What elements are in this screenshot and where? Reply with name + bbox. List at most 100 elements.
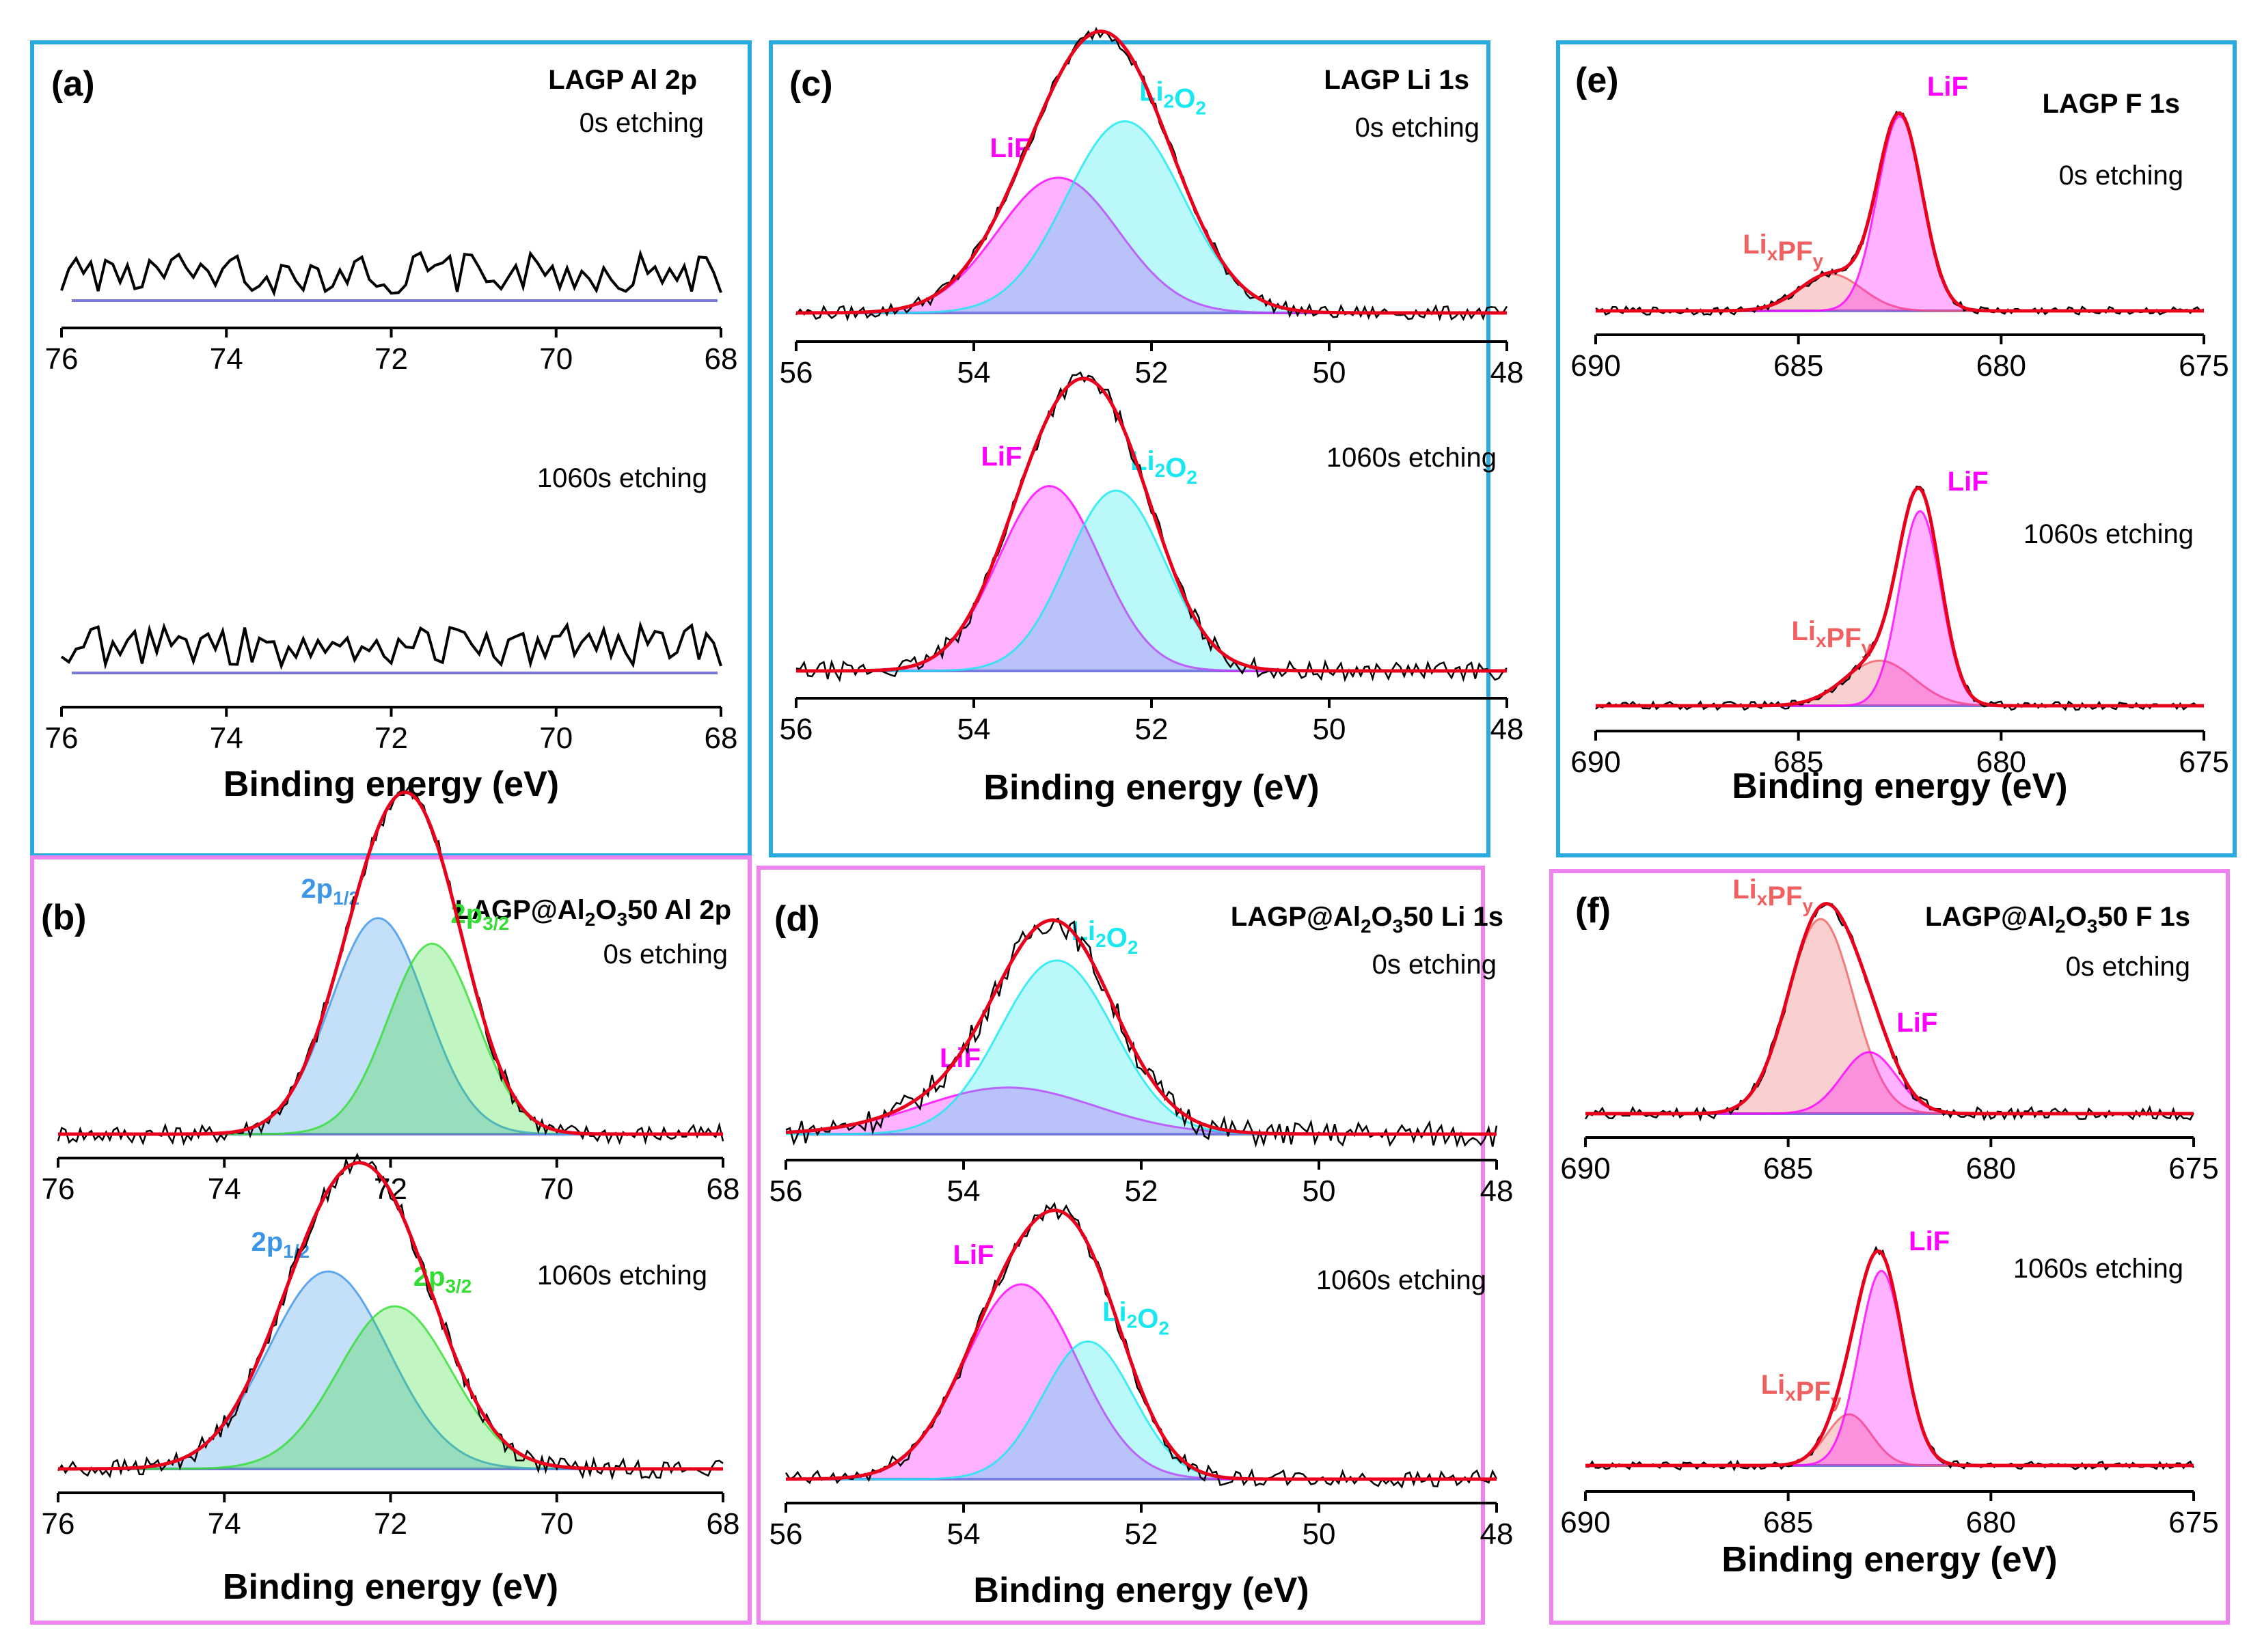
etching-label: 0s etching	[2059, 161, 2183, 191]
x-tick-label: 70	[540, 1172, 573, 1206]
x-tick-label: 56	[769, 1517, 803, 1551]
etching-label: 1060s etching	[537, 1261, 707, 1291]
x-tick-label: 74	[208, 1172, 241, 1206]
etching-label: 0s etching	[2066, 952, 2190, 982]
raw-spectrum	[57, 1152, 724, 1481]
x-tick-label: 675	[2179, 745, 2228, 779]
x-tick-label: 68	[707, 1507, 740, 1541]
etching-label: 0s etching	[1355, 113, 1480, 143]
peak-label-LiF: LiF	[953, 1240, 994, 1270]
peak-label-2p1/2: 2p1/2	[251, 1227, 310, 1262]
component-area-LiF	[1596, 116, 2204, 311]
panel-b: (b) LAGP@Al2O350 Al 2p 76 74 72 70 68 0s etchin…	[30, 785, 752, 1625]
x-tick-label: 74	[210, 721, 243, 755]
x-tick-label: 74	[208, 1507, 241, 1541]
x-tick-label: 675	[2168, 1152, 2218, 1185]
fit-envelope	[785, 1208, 1497, 1481]
x-tick-label: 54	[947, 1517, 981, 1551]
panel-label: (f)	[1575, 891, 1611, 931]
x-tick-label: 685	[1773, 349, 1823, 383]
x-axis-title: Binding energy (eV)	[983, 768, 1319, 808]
panel-title: LAGP@Al2O350 Li 1s	[1231, 902, 1503, 937]
component-area-LiF	[1596, 511, 2204, 706]
peak-label-LixPFy: LixPFy	[1761, 1370, 1842, 1412]
x-tick-label: 690	[1560, 1152, 1610, 1185]
component-area-2p1/2	[58, 1271, 723, 1469]
panel-f: (f) LAGP@Al2O350 F 1s 690 685 680 675 0s etchi…	[1549, 869, 2230, 1625]
fit-envelope	[796, 376, 1507, 673]
component-area-Li2O2	[796, 491, 1507, 671]
x-axis-title: Binding energy (eV)	[223, 1567, 558, 1607]
panel-label: (d)	[774, 899, 819, 939]
component-area-LiF	[796, 486, 1507, 671]
fit-envelope	[1585, 902, 2194, 1116]
panel-label: (e)	[1575, 61, 1619, 100]
component-area-LiF	[786, 1087, 1497, 1134]
raw-spectrum	[60, 249, 722, 297]
x-tick-label: 68	[707, 1172, 740, 1206]
etching-label: 0s etching	[580, 108, 704, 138]
component-area-2p1/2	[58, 918, 723, 1134]
peak-label-LiF: LiF	[1896, 1008, 1937, 1038]
x-tick-label: 54	[957, 713, 991, 746]
panel-frame	[757, 866, 1485, 1625]
peak-label-LiF: LiF	[1909, 1226, 1950, 1256]
x-tick-label: 56	[769, 1174, 803, 1208]
peak-label-LiF: LiF	[981, 441, 1022, 471]
x-tick-label: 56	[780, 356, 813, 389]
panel-title: LAGP@Al2O350 F 1s	[1925, 902, 2190, 937]
etching-label: 0s etching	[1372, 950, 1497, 980]
subplot-f-1: 690 685 680 675 1060s etching LixPFy LiF	[1560, 1226, 2218, 1539]
x-tick-label: 74	[210, 342, 243, 376]
subplot-e-0: 690 685 680 675 0s etching LixPFy LiF	[1570, 72, 2228, 383]
component-area-LixPFy	[1596, 661, 2204, 706]
x-tick-label: 680	[1966, 1506, 2016, 1539]
x-tick-label: 690	[1560, 1506, 1610, 1539]
x-tick-label: 48	[1480, 1517, 1514, 1551]
raw-spectrum	[60, 620, 722, 670]
panel-frame	[1549, 869, 2230, 1625]
x-tick-label: 54	[957, 356, 991, 389]
component-area-Li2O2	[796, 121, 1507, 313]
peak-label-LixPFy: LixPFy	[1791, 616, 1872, 658]
x-tick-label: 52	[1135, 713, 1169, 746]
x-tick-label: 48	[1480, 1174, 1514, 1208]
x-tick-label: 685	[1773, 745, 1823, 779]
panel-title: LAGP@Al2O350 Al 2p	[455, 895, 731, 930]
x-tick-label: 50	[1313, 713, 1346, 746]
x-tick-label: 52	[1125, 1517, 1158, 1551]
x-tick-label: 52	[1125, 1174, 1158, 1208]
panel-d: (d) LAGP@Al2O350 Li 1s 56 54 52 50 48 0s etchin…	[757, 866, 1514, 1625]
x-axis-title: Binding energy (eV)	[1721, 1540, 2057, 1580]
peak-label-LiF: LiF	[1927, 72, 1968, 102]
component-area-LiF	[796, 178, 1507, 313]
panel-frame	[30, 855, 752, 1625]
subplot-e-1: 690 685 680 675 1060s etching LixPFy LiF	[1570, 467, 2228, 779]
x-tick-label: 56	[780, 713, 813, 746]
x-tick-label: 76	[42, 1507, 75, 1541]
x-tick-label: 48	[1490, 713, 1524, 746]
x-axis-title: Binding energy (eV)	[973, 1571, 1309, 1610]
panel-label: (c)	[789, 64, 833, 104]
subplot-a-0: 76 74 72 70 68 0s etching	[45, 108, 738, 376]
peak-label-LiF: LiF	[940, 1043, 981, 1073]
peak-label-LixPFy: LixPFy	[1743, 230, 1823, 271]
panel-title: LAGP Al 2p	[548, 65, 697, 95]
x-tick-label: 690	[1570, 745, 1620, 779]
panel-frame	[769, 40, 1490, 857]
x-axis-title: Binding energy (eV)	[1732, 767, 2067, 806]
x-tick-label: 76	[45, 342, 79, 376]
component-area-2p3/2	[58, 1306, 723, 1469]
x-tick-label: 48	[1490, 356, 1524, 389]
panel-label: (b)	[41, 898, 86, 937]
raw-spectrum	[795, 371, 1508, 683]
component-area-LiF	[1585, 1271, 2194, 1465]
panel-title: LAGP Li 1s	[1324, 65, 1469, 95]
x-tick-label: 68	[705, 721, 738, 755]
peak-label-Li2O2: Li2O2	[1072, 916, 1139, 958]
